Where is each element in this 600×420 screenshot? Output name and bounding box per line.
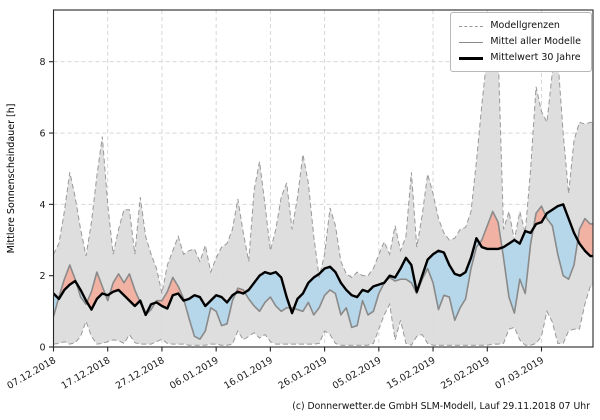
legend-item-mittel-aller-modelle: Mittel aller Modelle (459, 34, 581, 50)
x-tick-label: 25.02.2019 (439, 355, 492, 392)
y-tick-label: 0 (39, 342, 45, 353)
solid-line-sample-icon (459, 41, 484, 43)
y-tick-label: 2 (39, 271, 45, 282)
y-tick-labels: 0 2 4 6 8 (39, 57, 45, 353)
x-tick-label: 26.01.2019 (276, 355, 329, 392)
x-tick-label: 16.01.2019 (222, 355, 275, 392)
y-tick-label: 8 (39, 57, 45, 68)
plot-area (53, 10, 593, 347)
model-range-band (53, 47, 593, 346)
y-tick-label: 4 (39, 200, 45, 211)
legend-label: Modellgrenzen (490, 20, 560, 31)
y-tick-label: 6 (39, 128, 45, 139)
legend: Modellgrenzen Mittel aller Modelle Mitte… (450, 12, 592, 72)
model-upper-bound-line (53, 46, 593, 294)
x-tick-label: 06.01.2019 (168, 355, 221, 392)
x-tick-labels: 07.12.2018 17.12.2018 27.12.2018 06.01.2… (5, 355, 546, 392)
x-tick-label: 27.12.2018 (114, 355, 167, 392)
model-lower-bound-line (53, 285, 593, 346)
dashed-line-sample-icon (459, 25, 484, 27)
y-axis-title: Mittlere Sonnenscheindauer [h] (6, 104, 17, 254)
legend-label: Mittelwert 30 Jahre (490, 52, 581, 63)
climate-mean-line (53, 203, 593, 317)
x-tick-label: 07.03.2019 (493, 355, 546, 392)
x-tick-label: 17.12.2018 (60, 355, 113, 392)
plot-border (52, 9, 594, 348)
below-normal-fill (53, 204, 593, 340)
above-normal-fill (53, 204, 593, 315)
plot-layers (49, 9, 594, 352)
thick-line-sample-icon (459, 56, 484, 60)
copyright-caption: (c) Donnerwetter.de GmbH SLM-Modell, Lau… (292, 401, 590, 412)
legend-item-mittelwert-30-jahre: Mittelwert 30 Jahre (459, 50, 581, 66)
x-tick-label: 05.02.2019 (331, 355, 384, 392)
x-tick-label: 15.02.2019 (385, 355, 438, 392)
x-tick-label: 07.12.2018 (5, 355, 58, 392)
legend-item-modellgrenzen: Modellgrenzen (459, 18, 581, 34)
legend-label: Mittel aller Modelle (490, 36, 581, 47)
